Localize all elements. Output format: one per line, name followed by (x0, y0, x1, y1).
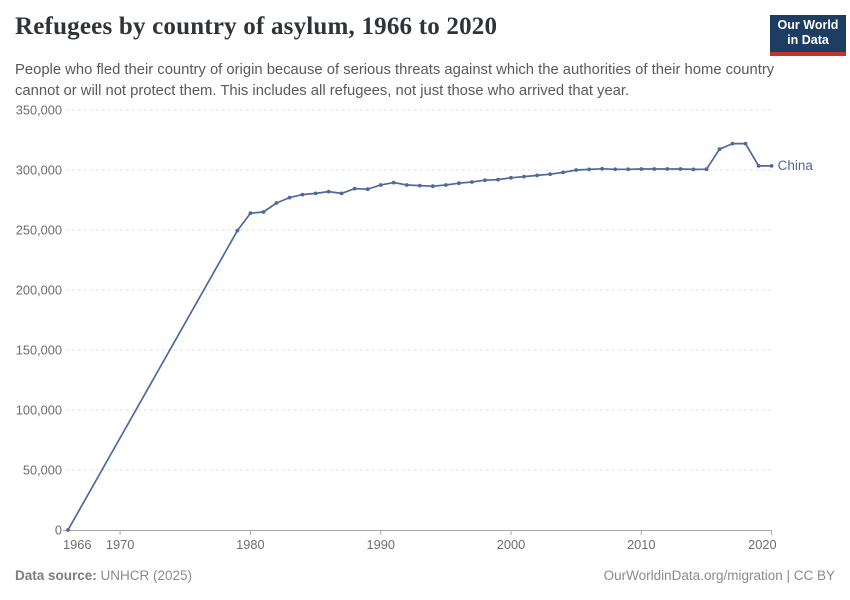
y-axis-tick-label: 50,000 (23, 462, 62, 477)
x-axis-tick-label: 2000 (497, 537, 525, 552)
x-axis-tick-label: 1980 (236, 537, 264, 552)
data-point (587, 167, 592, 172)
data-point (339, 191, 344, 196)
x-axis-tick-label: 1970 (106, 537, 134, 552)
data-point (600, 166, 605, 171)
data-point (235, 228, 240, 233)
line-series-china (67, 142, 772, 531)
data-point (522, 174, 526, 179)
data-point (652, 167, 657, 171)
data-point (470, 180, 474, 184)
data-point (391, 180, 396, 185)
data-point (417, 183, 422, 188)
data-point (444, 183, 448, 187)
data-point (691, 167, 696, 172)
data-point (352, 186, 357, 191)
y-axis-tick-label: 300,000 (16, 162, 62, 177)
data-point (548, 172, 552, 177)
data-point (378, 183, 383, 187)
data-point (769, 164, 774, 168)
data-point (535, 173, 539, 178)
y-axis-tick-label: 200,000 (16, 282, 62, 297)
data-point (678, 167, 683, 171)
data-point (574, 168, 579, 172)
y-axis-tick-label: 350,000 (16, 102, 62, 117)
chart-subtitle: People who fled their country of origin … (15, 62, 775, 99)
x-axis-tick-label: 1990 (366, 537, 394, 552)
data-point (274, 201, 279, 205)
series-label-china: China (778, 158, 814, 173)
y-axis-tick-label: 150,000 (16, 342, 62, 357)
y-axis-tick-label: 250,000 (16, 222, 62, 237)
owid-logo-line2: in Data (787, 33, 829, 47)
data-point (743, 141, 748, 146)
data-point (613, 167, 618, 172)
data-point (626, 167, 631, 172)
data-point (665, 167, 670, 171)
data-point (66, 528, 70, 532)
data-point (365, 187, 370, 192)
data-point (457, 181, 461, 186)
y-axis-tick-label: 0 (55, 522, 62, 537)
data-point (509, 175, 513, 180)
data-point (326, 189, 331, 194)
x-axis-tick-label: 2010 (627, 537, 655, 552)
y-axis-tick-label: 100,000 (16, 402, 62, 417)
x-axis-tick-label: 2020 (748, 537, 776, 552)
data-point (248, 211, 253, 216)
license-note: OurWorldinData.org/migration | CC BY (603, 568, 835, 583)
owid-logo-line1: Our World (777, 18, 839, 32)
data-point (300, 192, 305, 197)
data-point (261, 210, 266, 214)
data-point (313, 191, 318, 196)
x-axis-tick-label: 1966 (63, 537, 91, 552)
data-point (704, 167, 709, 172)
data-point (730, 141, 735, 146)
data-point (483, 178, 487, 183)
page-title: Refugees by country of asylum, 1966 to 2… (15, 13, 498, 40)
data-point (496, 177, 500, 182)
data-point (561, 170, 565, 175)
data-point (717, 147, 722, 152)
data-point (756, 164, 761, 168)
data-point (639, 167, 644, 171)
data-point (287, 195, 292, 200)
data-point (404, 183, 409, 187)
data-point (430, 184, 435, 189)
data-source: Data source: UNHCR (2025) (15, 568, 192, 583)
data-source-value: UNHCR (2025) (96, 568, 193, 583)
data-source-label: Data source: (15, 568, 97, 583)
owid-logo: Our World in Data (770, 15, 846, 56)
chart-footer: Data source: UNHCR (2025) OurWorldinData… (15, 568, 835, 583)
